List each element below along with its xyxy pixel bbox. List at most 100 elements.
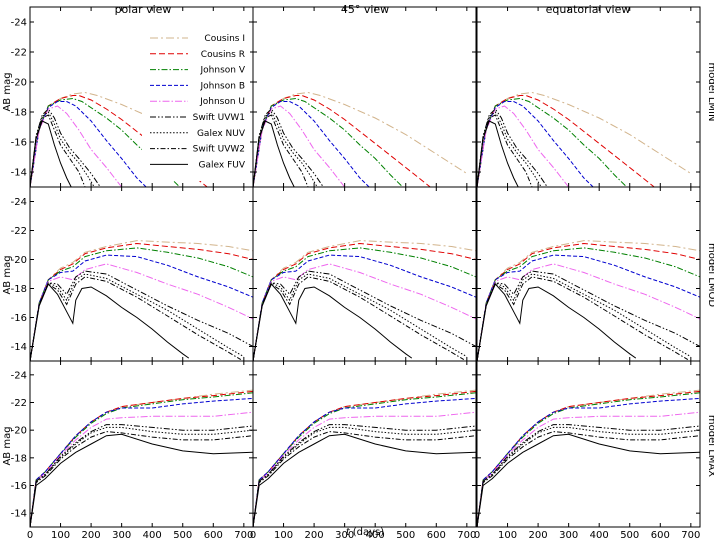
series-line-johnson-u [477, 263, 700, 361]
y-tick-label: -24 [11, 18, 27, 29]
x-tick-label: 100 [51, 530, 70, 540]
y-tick-label: -16 [11, 138, 27, 149]
y-tick-label: -24 [11, 197, 27, 208]
series-line-cousins-i [477, 91, 692, 187]
series-line-johnson-v [477, 247, 700, 361]
series-line-galex-fuv [30, 283, 190, 361]
y-tick-label: -18 [11, 284, 27, 295]
x-tick-label: 300 [559, 530, 578, 540]
series-line-johnson-b [253, 254, 476, 361]
legend-label-cousins-r: Cousins R [201, 50, 245, 60]
series-line-johnson-u [30, 263, 253, 361]
panel-frame [252, 186, 477, 362]
x-tick-label: 600 [427, 530, 446, 540]
legend-label-galex-fuv: Galex FUV [199, 160, 246, 170]
x-tick-label: 500 [396, 530, 415, 540]
series-line-johnson-b [477, 254, 700, 361]
series-line-galex-fuv [477, 120, 519, 187]
series-line-galex-fuv [477, 433, 700, 527]
series-line-cousins-i [253, 389, 476, 527]
series-line-swift-uvw2 [477, 114, 533, 187]
panel-0-equatorial [477, 91, 692, 187]
series-line-johnson-u [477, 411, 700, 527]
series-line-galex-fuv [253, 433, 476, 527]
series-line-galex-fuv [30, 120, 72, 187]
legend-label-swift-uvw2: Swift UVW2 [193, 145, 245, 155]
x-tick-label: 600 [651, 530, 670, 540]
column-title-equatorial: equatorial view [546, 3, 631, 16]
series-line-cousins-r [253, 242, 476, 361]
x-tick-label: 400 [366, 530, 385, 540]
series-line-johnson-b [30, 397, 253, 527]
x-axis-label-rest: (days) [353, 527, 385, 538]
axes-group: -14 -16 -18 -20 -22 -24 -14 -16 -18 -20 -22 -24 0 100… [11, 6, 701, 541]
x-tick-label: 200 [82, 530, 101, 540]
series-line-swift-uvw1 [477, 424, 700, 527]
panel-2-45 [253, 389, 476, 527]
series-line-swift-uvw1 [253, 424, 476, 527]
series-line-galex-fuv [253, 120, 295, 187]
series-line-johnson-v [30, 247, 253, 361]
column-title-polar: polar view [115, 3, 172, 16]
y-tick-label: -16 [11, 313, 27, 324]
legend-label-johnson-v: Johnson V [200, 66, 246, 76]
panel-frame [252, 360, 477, 528]
y-tick-label: -22 [11, 398, 27, 409]
x-tick-label: 0 [27, 530, 33, 540]
series-line-johnson-b [477, 397, 700, 527]
series-line-johnson-v [253, 392, 476, 527]
legend-label-cousins-i: Cousins I [204, 34, 245, 44]
y-tick-label: -18 [11, 453, 27, 464]
x-tick-label: 100 [274, 530, 293, 540]
x-tick-label: 0 [474, 530, 480, 540]
series-line-swift-uvw1 [30, 424, 253, 527]
series-line-cousins-i [253, 240, 476, 361]
y-tick-label: -24 [11, 370, 27, 381]
y-axis-label-row1: AB mag [2, 72, 13, 111]
y-tick-label: -20 [11, 255, 27, 266]
series-line-johnson-b [30, 254, 253, 361]
series-line-johnson-b [477, 101, 594, 187]
series-line-johnson-v [30, 392, 253, 527]
x-tick-label: 200 [305, 530, 324, 540]
series-line-cousins-r [477, 95, 655, 187]
panel-1-polar [30, 240, 253, 361]
panel-frame [476, 186, 701, 362]
x-axis-label-t: t [346, 527, 351, 538]
series-line-cousins-i [253, 91, 468, 187]
series-line-johnson-u [477, 105, 569, 187]
row-label-lmin: model LMIN [706, 63, 714, 122]
series-line-swift-uvw1 [253, 108, 324, 187]
series-line-galex-nuv [477, 426, 700, 527]
y-tick-label: -14 [11, 509, 27, 520]
legend-label-johnson-b: Johnson B [199, 81, 245, 91]
x-tick-label: 100 [498, 530, 517, 540]
series-line-galex-fuv [477, 283, 637, 361]
series-line-galex-nuv [253, 426, 476, 527]
legend-label-johnson-u: Johnson U [199, 97, 245, 107]
series-line-galex-nuv [30, 426, 253, 527]
series-line-johnson-v [253, 97, 404, 187]
x-axis-label: t (days) [346, 527, 384, 538]
series-line-swift-uvw2 [253, 114, 309, 187]
series-line-swift-uvw2 [253, 431, 476, 527]
series-line-cousins-r [253, 390, 476, 527]
series-line-cousins-i [477, 389, 700, 527]
series-line-swift-uvw1 [30, 108, 101, 187]
legend-label-galex-nuv: Galex NUV [197, 129, 246, 139]
series-line-swift-uvw1 [477, 270, 700, 361]
series-line-galex-fuv [253, 283, 413, 361]
series-line-johnson-v [477, 392, 700, 527]
series-line-johnson-u [253, 105, 345, 187]
column-title-45: 45° view [341, 3, 389, 16]
series-line-johnson-u [30, 105, 122, 187]
x-tick-label: 400 [143, 530, 162, 540]
series-line-johnson-u [253, 263, 476, 361]
panel-2-equatorial [477, 389, 700, 527]
row-label-lmax: model LMAX [706, 415, 714, 477]
series-line-cousins-i [477, 240, 700, 361]
series-line-johnson-b [253, 101, 370, 187]
series-line-swift-uvw1 [30, 270, 253, 361]
series-line-swift-uvw1 [253, 270, 476, 361]
